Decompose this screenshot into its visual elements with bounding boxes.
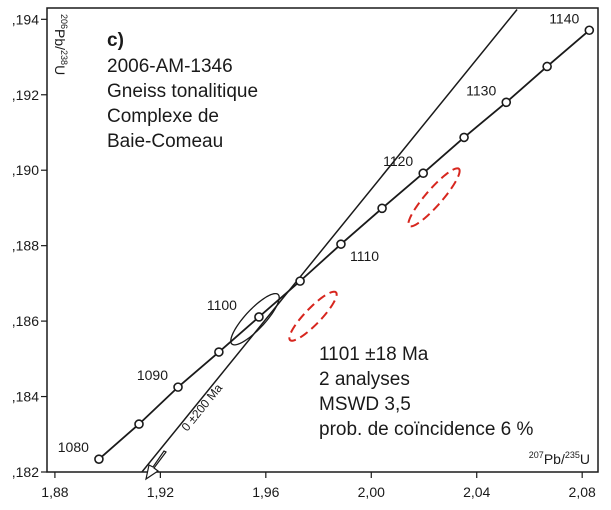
age-marker [295, 276, 305, 286]
x-tick-label: 2,04 [463, 484, 490, 500]
x-tick-label: 1,96 [252, 484, 279, 500]
title-line: Baie-Comeau [107, 131, 223, 152]
age-marker [336, 239, 346, 249]
title-line: 2006-AM-1346 [107, 56, 233, 77]
age-marker [459, 132, 469, 143]
y-tick-label: ,190 [12, 162, 39, 178]
age-marker [501, 97, 512, 108]
age-marker [542, 61, 552, 72]
arrow [145, 450, 167, 481]
result-line: 2 analyses [319, 369, 410, 390]
x-tick-label: 2,08 [569, 484, 596, 500]
age-marker [94, 454, 104, 464]
error-ellipse [407, 167, 461, 228]
age-label: 1080 [58, 439, 89, 455]
discordia-annotation: 0 ±200 Ma [179, 381, 226, 434]
y-axis-label: 206Pb/238U [52, 14, 69, 75]
result-line: 1101 ±18 Ma [319, 344, 429, 365]
age-marker [584, 25, 595, 36]
label-part: 207 [529, 450, 544, 460]
age-marker [214, 347, 224, 357]
age-marker [134, 419, 144, 429]
age-label: 1140 [549, 10, 579, 26]
x-tick-label: 1,92 [147, 484, 174, 500]
label-part: 235 [565, 450, 580, 460]
age-label: 1100 [207, 297, 237, 313]
result-line: prob. de coïncidence 6 % [319, 419, 534, 440]
x-tick-label: 1,88 [41, 484, 68, 500]
age-marker [377, 203, 387, 214]
y-tick-label: ,182 [12, 464, 39, 480]
title-line: Complexe de [107, 106, 219, 127]
y-tick-label: ,192 [12, 87, 39, 103]
title-line: Gneiss tonalitique [107, 81, 258, 102]
age-label: 1120 [383, 153, 413, 169]
label-part: 206 [59, 14, 69, 29]
age-marker [254, 312, 264, 322]
result-line: MSWD 3,5 [319, 394, 411, 415]
x-tick-label: 2,00 [358, 484, 385, 500]
y-tick-label: ,194 [12, 11, 39, 27]
age-label: 1090 [137, 367, 168, 383]
plot-frame [46, 7, 599, 473]
age-marker [173, 382, 183, 392]
age-marker [418, 168, 429, 179]
label-part: U [580, 451, 590, 467]
discordia-line [141, 9, 518, 472]
x-axis-label: 207Pb/235U [529, 450, 590, 467]
age-label: 1130 [466, 82, 496, 98]
panel-label: c) [107, 30, 124, 51]
y-tick-label: ,184 [12, 389, 39, 405]
label-part: U [52, 65, 68, 75]
error-ellipse [288, 290, 338, 342]
label-part: Pb/ [52, 29, 68, 50]
label-part: 238 [59, 50, 69, 65]
age-label: 1110 [350, 248, 379, 264]
label-part: Pb/ [544, 451, 565, 467]
y-tick-label: ,188 [12, 238, 39, 254]
y-tick-label: ,186 [12, 313, 39, 329]
